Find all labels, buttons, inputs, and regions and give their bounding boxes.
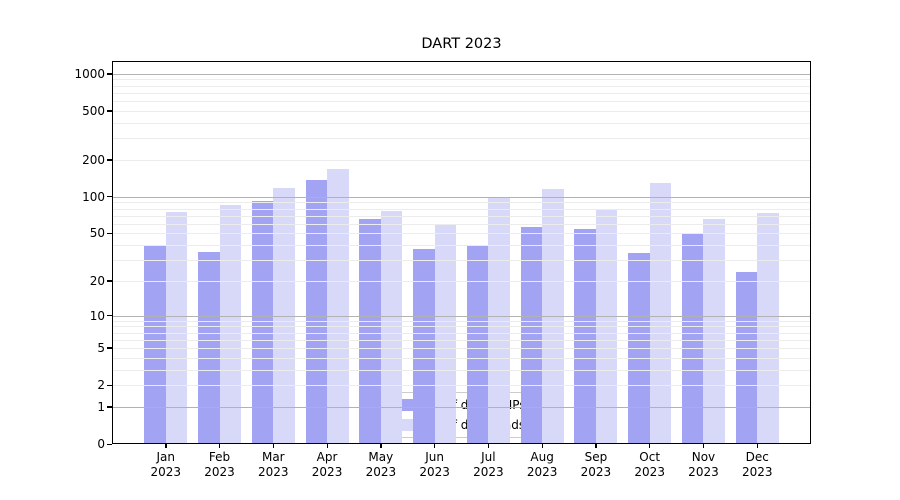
x-tick-mark [219,444,221,448]
gridline-major [112,73,811,75]
y-tick-mark [107,110,112,112]
y-tick-mark [107,347,112,349]
gridline-minor [112,79,811,81]
gridline-minor [112,369,811,371]
x-tick-mark [380,444,382,448]
gridline-minor [112,259,811,261]
y-tick-mark [107,232,112,235]
y-tick-label: 5 [97,340,105,355]
bar-downloads [542,189,564,444]
gridline-minor [112,101,811,103]
x-tick-label: Jul 2023 [473,450,504,479]
y-tick-label: 1000 [74,66,105,81]
bar-downloads [219,205,242,444]
bar-distinct-ips [413,249,435,444]
gridline-minor [112,92,811,94]
x-tick-mark [165,444,167,448]
y-tick-label: 200 [82,152,105,167]
y-tick-mark [107,280,112,282]
gridline-minor [112,347,811,349]
bar-distinct-ips [574,229,596,444]
gridline-minor [112,110,811,112]
x-tick-mark [595,444,597,448]
y-tick-mark [107,315,112,317]
y-tick-mark [107,159,112,161]
gridline-minor [112,326,811,328]
gridline-minor [112,138,811,140]
gridline-minor [112,202,811,204]
gridline-minor [112,339,811,341]
x-tick-label: Jan 2023 [150,450,182,479]
y-tick-mark [107,73,112,75]
bar-downloads [327,169,349,444]
bar-distinct-ips [251,201,274,444]
y-tick-label: 2 [97,378,105,393]
chart-title: DART 2023 [421,36,502,52]
x-tick-label: Sep 2023 [580,450,612,479]
x-tick-label: May 2023 [365,450,397,479]
gridline-minor [112,122,811,124]
bar-distinct-ips [681,234,704,444]
gridline-minor [112,208,811,210]
bar-distinct-ips [305,180,328,444]
y-tick-label: 20 [89,273,105,288]
gridline-major [112,196,811,198]
x-tick-label: Dec 2023 [741,450,773,479]
gridline-minor [112,245,811,246]
bar-downloads [649,182,672,444]
gridline-minor [112,233,811,235]
x-tick-mark [541,444,543,448]
x-tick-mark [649,444,651,448]
gridline-minor [112,332,811,334]
gridline-minor [112,215,811,217]
x-tick-label: Oct 2023 [634,450,665,479]
gridline-minor [112,85,811,87]
x-tick-label: Nov 2023 [688,450,719,479]
x-tick-mark [272,444,275,448]
x-tick-mark [756,444,759,448]
gridline-minor [112,385,811,387]
bar-downloads [434,223,457,444]
y-tick-mark [107,384,112,386]
bar-distinct-ips [359,218,381,444]
y-tick-mark [107,443,112,445]
x-tick-label: Apr 2023 [311,450,343,479]
y-tick-label: 0 [97,437,105,451]
bar-downloads [703,218,725,444]
gridline-minor [112,320,811,322]
y-tick-label: 1 [97,399,105,414]
axes-spines [112,61,811,444]
gridline-minor [112,280,811,282]
bar-distinct-ips [198,251,220,444]
gridline-major [112,315,811,317]
x-tick-mark [434,444,436,448]
x-tick-label: Mar 2023 [258,450,289,479]
gridline-major [112,406,811,408]
y-tick-label: 10 [89,308,105,323]
x-tick-label: Aug 2023 [526,450,558,479]
gridline-minor [112,357,811,359]
x-tick-mark [702,444,705,448]
bar-downloads [757,212,779,444]
y-tick-mark [107,406,112,408]
x-tick-mark [487,444,490,448]
x-tick-label: Jun 2023 [419,450,450,479]
y-tick-mark [107,196,112,198]
y-tick-label: 50 [89,226,105,241]
gridline-minor [112,159,811,161]
gridline-minor [112,223,811,225]
bar-distinct-ips [144,245,166,444]
y-tick-label: 500 [82,103,105,118]
bar-distinct-ips [466,245,489,444]
x-tick-mark [326,444,328,448]
y-tick-label: 100 [82,189,105,204]
x-tick-label: Feb 2023 [204,450,235,479]
